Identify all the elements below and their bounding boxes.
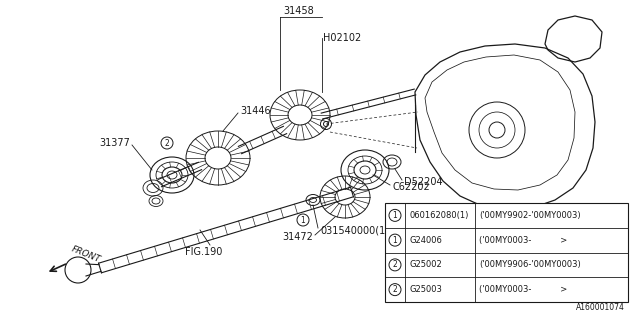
Text: ('00MY9906-'00MY0003): ('00MY9906-'00MY0003)	[479, 260, 580, 269]
Text: 31458: 31458	[283, 6, 314, 16]
Text: 31446: 31446	[240, 106, 271, 116]
Circle shape	[389, 284, 401, 296]
Text: 31472: 31472	[282, 232, 313, 242]
Text: ('00MY0003-           >: ('00MY0003- >	[479, 236, 567, 244]
Text: 2: 2	[392, 285, 397, 294]
Text: H02102: H02102	[323, 33, 361, 43]
Text: 31377: 31377	[99, 138, 130, 148]
Text: FIG.190: FIG.190	[185, 247, 222, 257]
Text: 2: 2	[392, 260, 397, 269]
Circle shape	[389, 259, 401, 271]
Text: 031540000(1): 031540000(1)	[320, 225, 389, 235]
Text: G25002: G25002	[409, 260, 442, 269]
Text: ('00MY0003-           >: ('00MY0003- >	[479, 285, 567, 294]
Text: 1: 1	[301, 215, 305, 225]
Text: 060162080(1): 060162080(1)	[409, 211, 468, 220]
Text: 2: 2	[164, 139, 170, 148]
Text: D52204: D52204	[404, 177, 443, 187]
Bar	[385, 203, 628, 302]
Text: 1: 1	[392, 236, 397, 244]
Text: C62202: C62202	[392, 182, 429, 192]
Circle shape	[389, 234, 401, 246]
Text: G24006: G24006	[409, 236, 442, 244]
Text: ('00MY9902-'00MY0003): ('00MY9902-'00MY0003)	[479, 211, 580, 220]
Text: A160001074: A160001074	[576, 303, 625, 312]
Text: 1: 1	[392, 211, 397, 220]
Text: G25003: G25003	[409, 285, 442, 294]
Circle shape	[389, 209, 401, 221]
Text: FRONT: FRONT	[70, 244, 102, 264]
